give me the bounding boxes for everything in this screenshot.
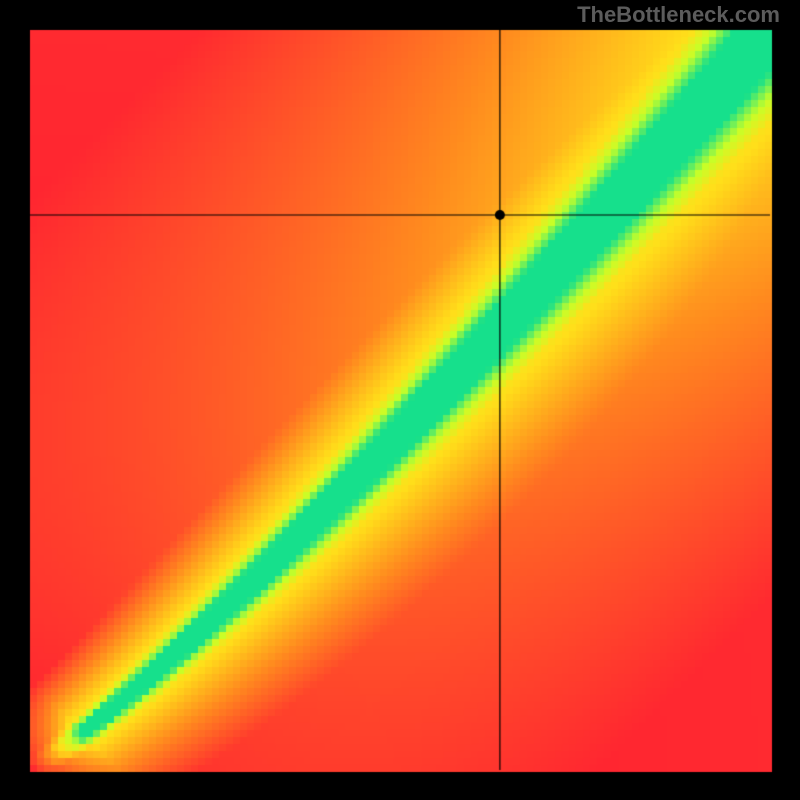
chart-stage: TheBottleneck.com (0, 0, 800, 800)
watermark-text: TheBottleneck.com (577, 2, 780, 28)
heatmap-canvas (0, 0, 800, 800)
